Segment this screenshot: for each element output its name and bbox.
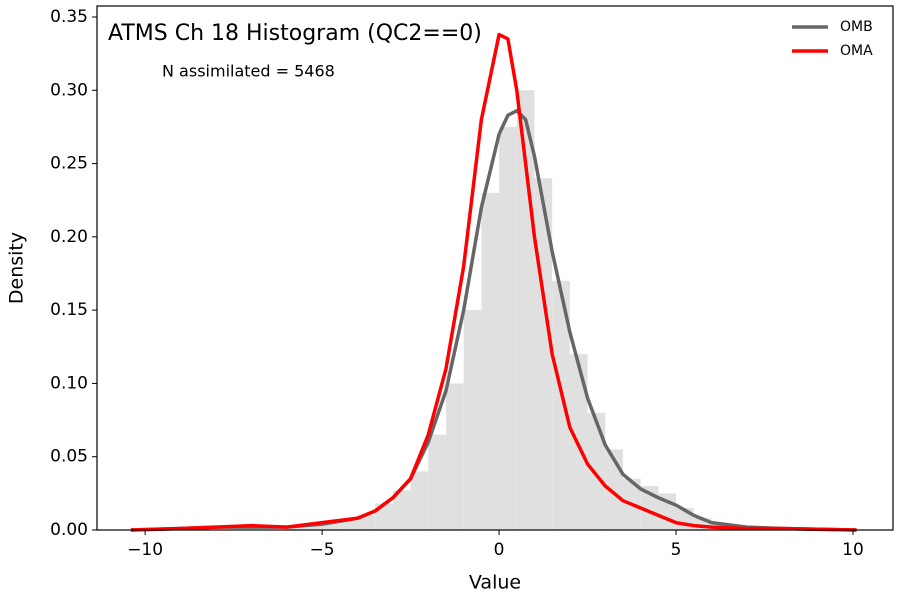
y-tick-label: 0.30 [50,80,88,100]
y-tick-label: 0.00 [50,520,88,540]
y-tick-label: 0.25 [50,154,88,174]
histogram-bar [375,503,393,530]
x-tick-label: 5 [671,540,682,560]
histogram-bar [463,310,482,530]
annotation: N assimilated = 5468 [162,62,335,81]
x-tick-label: 10 [842,540,864,560]
y-tick-label: 0.05 [50,447,88,467]
chart-title: ATMS Ch 18 Histogram (QC2==0) [108,21,482,46]
y-tick-label: 0.35 [50,7,88,27]
y-axis-label: Density [6,232,28,304]
y-tick-label: 0.15 [50,300,88,320]
kde-line [130,32,857,532]
histogram-bar [357,515,376,530]
x-tick-label: 0 [494,540,505,560]
axes-frame [96,5,894,531]
histogram-bar [445,383,464,530]
histogram-bar [428,434,446,530]
histogram-bar [322,521,340,530]
histogram-bar [339,521,358,530]
x-axis-label: Value [469,572,521,594]
legend-label: OMA [840,43,873,59]
histogram-bar [410,471,429,530]
plot-area [130,32,857,532]
histogram-bar [499,126,517,530]
histogram-bar [392,490,411,530]
x-tick-label: −5 [310,540,335,560]
y-tick-label: 0.10 [50,373,88,393]
histogram-bar [693,518,712,530]
histogram-bar [587,412,606,530]
histogram-bar [481,192,500,531]
y-tick-label: 0.20 [50,227,88,247]
x-tick-label: −10 [127,540,163,560]
histogram-bar [552,280,570,530]
legend-label: OMB [840,19,873,35]
